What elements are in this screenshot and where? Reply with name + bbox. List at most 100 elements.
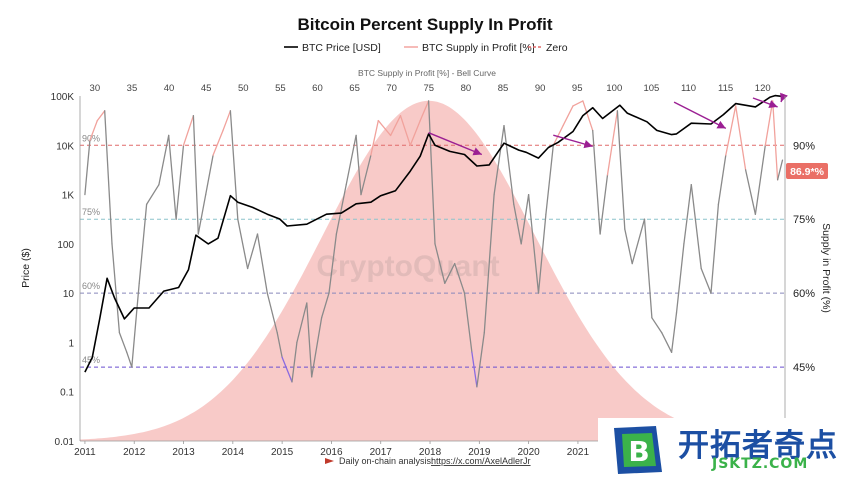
supply-segment-67 (643, 218, 653, 319)
supply-segment-61 (592, 129, 601, 235)
top-tick-1: 35 (127, 83, 138, 94)
bell-curve (80, 100, 785, 442)
supply-segment-24 (276, 331, 283, 358)
supply-segment-52 (513, 203, 522, 245)
plot-area: 90%75%60%45% CryptoQuant (79, 92, 788, 442)
top-tick-6: 60 (312, 83, 323, 94)
supply-segment-46 (463, 292, 473, 353)
left-tick-6: 0.1 (60, 388, 74, 399)
supply-segment-35 (360, 154, 372, 196)
legend-label-supply: BTC Supply in Profit [%] (422, 42, 535, 54)
supply-segment-56 (545, 144, 554, 215)
supply-segment-34 (355, 134, 362, 196)
supply-segment-32 (335, 184, 347, 235)
supply-segment-47 (471, 351, 478, 388)
left-axis-title: Price ($) (20, 248, 32, 288)
trend-arrows (428, 92, 788, 156)
supply-segment-80 (754, 144, 766, 215)
supply-segment-50 (493, 124, 505, 196)
legend-label-price: BTC Price [USD] (302, 42, 381, 54)
right-tick-3: 45% (793, 362, 815, 374)
top-tick-2: 40 (164, 83, 175, 94)
top-tick-12: 90 (535, 83, 546, 94)
supply-segment-66 (631, 218, 646, 265)
supply-segment-40 (409, 119, 421, 146)
supply-segment-59 (572, 100, 584, 107)
footer-link[interactable]: https://x.com/AxelAdlerJr (431, 456, 531, 466)
bottom-tick-8: 2019 (468, 447, 491, 458)
right-axis-ticks: 90% 75% 60% 45% (793, 140, 815, 374)
footer: Daily on-chain analysis: https://x.com/A… (325, 456, 531, 466)
supply-segment-21 (246, 233, 259, 270)
legend-label-zero: Zero (546, 42, 568, 54)
supply-segment-6 (126, 351, 133, 368)
supply-segment-81 (764, 100, 774, 146)
supply-segment-58 (562, 105, 574, 127)
bottom-tick-4: 2015 (271, 447, 294, 458)
top-tick-16: 110 (681, 83, 696, 94)
supply-segment-69 (661, 331, 673, 353)
supply-segment-9 (145, 184, 160, 206)
top-tick-15: 105 (643, 83, 659, 94)
current-value-bg (786, 163, 828, 179)
supply-segment-7 (131, 282, 140, 368)
trend-arrow-0 (428, 132, 483, 156)
top-tick-17: 115 (718, 83, 733, 94)
supply-segment-73 (690, 184, 702, 270)
left-tick-4: 10 (63, 289, 75, 300)
top-tick-7: 65 (349, 83, 360, 94)
supply-segment-20 (237, 218, 249, 270)
top-tick-13: 95 (572, 83, 583, 94)
supply-segment-13 (182, 115, 195, 146)
supply-segment-71 (675, 243, 685, 314)
supply-segment-17 (212, 129, 224, 156)
bottom-tick-1: 2012 (123, 447, 146, 458)
supply-segment-12 (175, 144, 185, 220)
top-tick-8: 70 (386, 83, 397, 94)
left-tick-2: 1K (62, 191, 75, 202)
right-axis-title: Supply in Profit (%) (820, 223, 832, 313)
supply-segment-53 (520, 193, 530, 245)
supply-segment-27 (296, 302, 308, 344)
supply-segment-82 (772, 100, 779, 181)
brand-logo-icon: B (614, 426, 662, 474)
left-tick-1: 10K (56, 141, 74, 152)
trend-arrow-4 (780, 92, 788, 103)
supply-segment-16 (205, 154, 214, 196)
top-tick-5: 55 (275, 83, 286, 94)
supply-segment-43 (434, 243, 446, 284)
supply-segment-49 (483, 193, 495, 334)
supply-segment-22 (256, 233, 268, 294)
supply-segment-55 (537, 213, 547, 294)
brand-domain: JSKTZ.COM (712, 456, 809, 472)
supply-segment-39 (399, 115, 411, 146)
top-tick-14: 100 (606, 83, 622, 94)
supply-segment-79 (744, 169, 757, 215)
supply-segment-44 (444, 262, 456, 284)
price-series-line (84, 94, 783, 373)
supply-segment-74 (700, 267, 712, 294)
supply-segment-23 (266, 292, 278, 334)
left-tick-3: 100 (57, 240, 74, 251)
top-tick-0: 30 (90, 83, 101, 94)
supply-segment-15 (197, 193, 207, 235)
bottom-tick-6: 2017 (370, 447, 393, 458)
watermark-text: CryptoQuant (316, 250, 499, 283)
supply-segment-18 (222, 110, 232, 132)
supply-segment-38 (389, 115, 402, 137)
right-tick-0: 90% (793, 140, 815, 152)
supply-segment-2 (96, 110, 106, 122)
top-tick-11: 85 (498, 83, 509, 94)
supply-segment-25 (281, 356, 293, 383)
supply-segment-70 (670, 312, 678, 353)
left-tick-0: 100K (51, 92, 75, 103)
supply-series (84, 100, 784, 388)
supply-segment-26 (291, 341, 298, 383)
guide-label-2: 60% (82, 281, 100, 291)
legend: BTC Price [USD] BTC Supply in Profit [%]… (284, 42, 568, 54)
trend-arrow-1 (553, 134, 593, 149)
supply-segment-19 (229, 110, 239, 220)
supply-segment-83 (776, 159, 784, 181)
supply-segment-48 (476, 331, 485, 388)
